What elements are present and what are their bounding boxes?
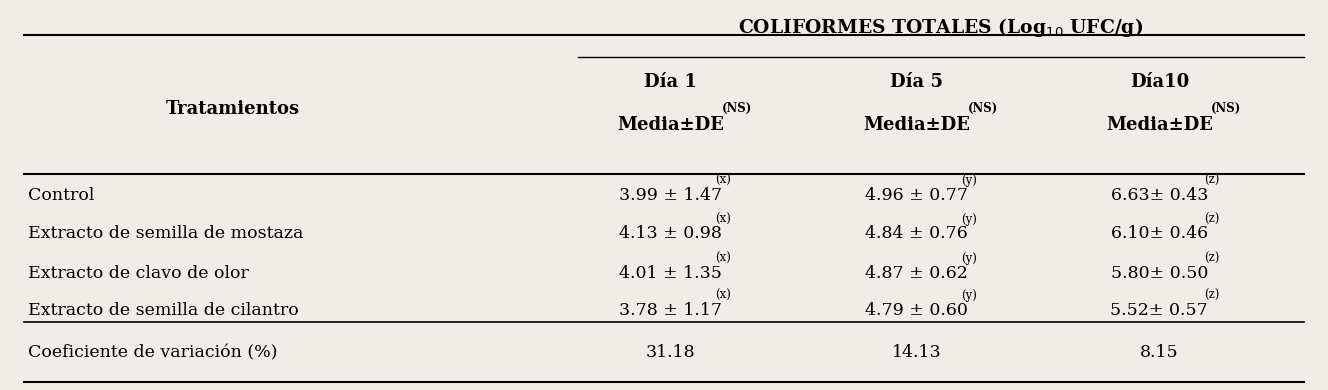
Text: (z): (z) xyxy=(1204,289,1219,302)
Text: (NS): (NS) xyxy=(722,103,753,115)
Text: COLIFORMES TOTALES (Log$_{10}$ UFC/g): COLIFORMES TOTALES (Log$_{10}$ UFC/g) xyxy=(738,16,1143,39)
Text: 4.01 ± 1.35: 4.01 ± 1.35 xyxy=(619,264,722,282)
Text: (z): (z) xyxy=(1204,252,1219,265)
Text: 6.10± 0.46: 6.10± 0.46 xyxy=(1110,225,1208,243)
Text: Media±DE: Media±DE xyxy=(863,116,969,134)
Text: Media±DE: Media±DE xyxy=(618,116,724,134)
Text: (z): (z) xyxy=(1204,213,1219,226)
Text: 4.79 ± 0.60: 4.79 ± 0.60 xyxy=(865,301,968,319)
Text: Control: Control xyxy=(28,186,94,204)
Text: (y): (y) xyxy=(961,174,977,187)
Text: 3.78 ± 1.17: 3.78 ± 1.17 xyxy=(619,301,722,319)
Text: 4.96 ± 0.77: 4.96 ± 0.77 xyxy=(865,186,968,204)
Text: (x): (x) xyxy=(716,289,732,302)
Text: Media±DE: Media±DE xyxy=(1106,116,1212,134)
Text: (x): (x) xyxy=(716,252,732,265)
Text: Día 1: Día 1 xyxy=(644,73,697,91)
Text: 5.80± 0.50: 5.80± 0.50 xyxy=(1110,264,1208,282)
Text: (NS): (NS) xyxy=(968,103,999,115)
Text: 31.18: 31.18 xyxy=(645,344,696,362)
Text: 4.84 ± 0.76: 4.84 ± 0.76 xyxy=(865,225,968,243)
Text: Día10: Día10 xyxy=(1130,73,1189,91)
Text: 6.63± 0.43: 6.63± 0.43 xyxy=(1110,186,1208,204)
Text: (x): (x) xyxy=(716,213,732,226)
Text: Extracto de clavo de olor: Extracto de clavo de olor xyxy=(28,264,248,282)
Text: 4.13 ± 0.98: 4.13 ± 0.98 xyxy=(619,225,722,243)
Text: Extracto de semilla de cilantro: Extracto de semilla de cilantro xyxy=(28,301,299,319)
Text: Tratamientos: Tratamientos xyxy=(166,100,299,118)
Text: (x): (x) xyxy=(716,174,732,187)
Text: Extracto de semilla de mostaza: Extracto de semilla de mostaza xyxy=(28,225,303,243)
Text: (z): (z) xyxy=(1204,174,1219,187)
Text: (NS): (NS) xyxy=(1211,103,1242,115)
Text: (y): (y) xyxy=(961,252,977,265)
Text: 8.15: 8.15 xyxy=(1139,344,1179,362)
Text: Coeficiente de variación (%): Coeficiente de variación (%) xyxy=(28,344,278,362)
Text: 3.99 ± 1.47: 3.99 ± 1.47 xyxy=(619,186,722,204)
Text: 14.13: 14.13 xyxy=(891,344,942,362)
Text: 4.87 ± 0.62: 4.87 ± 0.62 xyxy=(865,264,968,282)
Text: (y): (y) xyxy=(961,213,977,226)
Text: 5.52± 0.57: 5.52± 0.57 xyxy=(1110,301,1208,319)
Text: Día 5: Día 5 xyxy=(890,73,943,91)
Text: (y): (y) xyxy=(961,289,977,302)
